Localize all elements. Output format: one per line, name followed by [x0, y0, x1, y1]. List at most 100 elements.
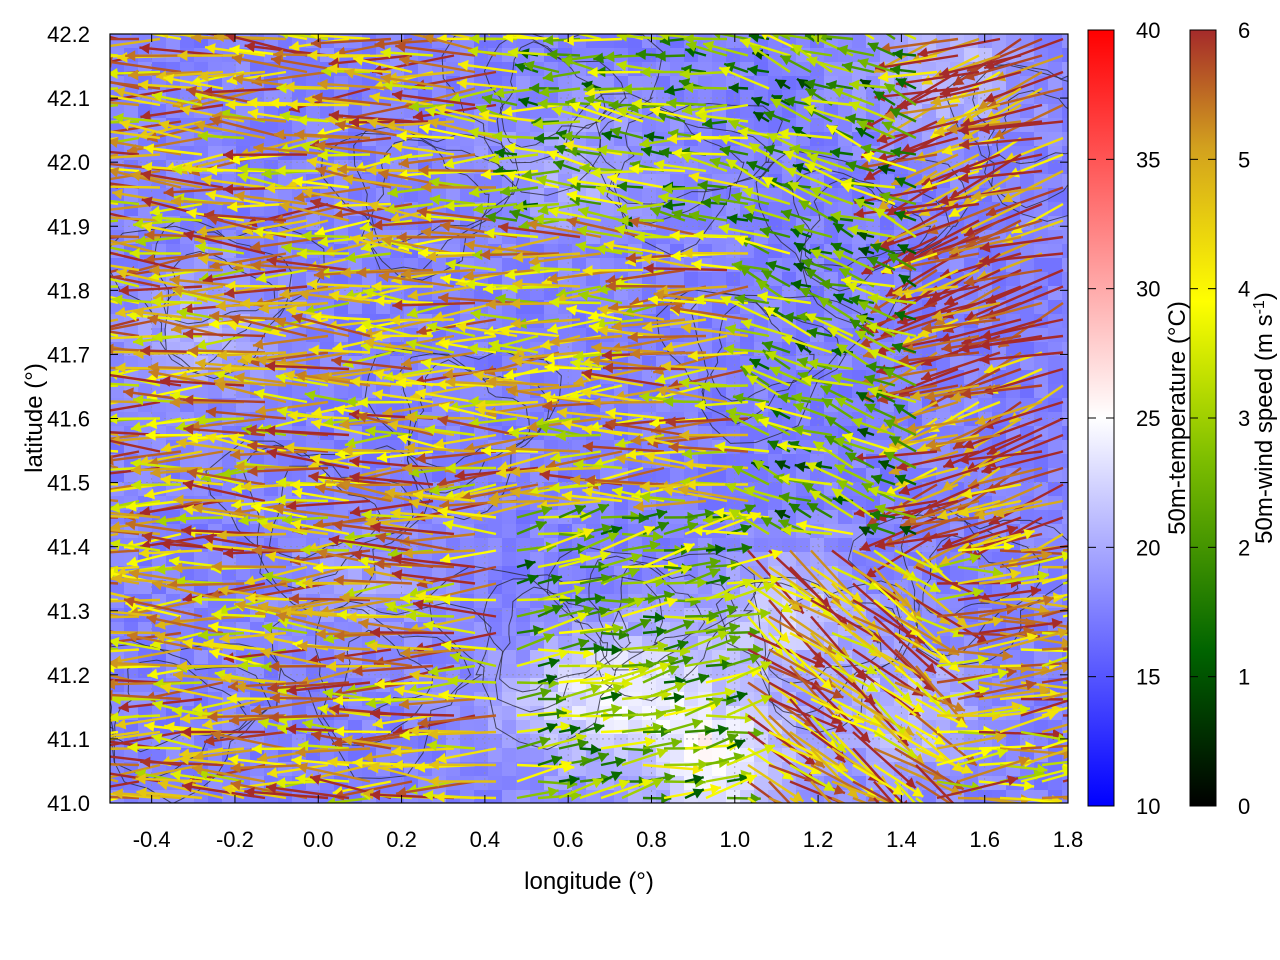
temperature-cell — [1062, 678, 1068, 693]
temperature-cell — [740, 594, 755, 609]
temperature-cell — [460, 538, 475, 553]
temperature-cell — [502, 748, 517, 763]
temperature-cell — [488, 664, 503, 679]
wind-vector-head — [94, 139, 105, 150]
temperature-cell — [698, 90, 713, 105]
temperature-cell — [446, 454, 461, 469]
temperature-cell — [712, 118, 727, 133]
wind-vector-head — [70, 70, 80, 81]
temperature-cell — [824, 132, 839, 147]
temperature-cell — [488, 790, 503, 803]
temperature-cell — [1048, 524, 1063, 539]
temperature-cell — [278, 188, 293, 203]
temperature-cell — [446, 776, 461, 791]
temperature-cell — [516, 118, 531, 133]
wind-vector-head — [867, 21, 878, 31]
temperature-cell — [712, 90, 727, 105]
temperature-cell — [362, 62, 377, 77]
temperature-cell — [502, 524, 517, 539]
temperature-cell — [320, 440, 335, 455]
temperature-cell — [278, 454, 293, 469]
temperature-cell — [768, 62, 783, 77]
temperature-cell — [1062, 174, 1068, 189]
plot-area — [37, 16, 1068, 803]
temperature-cell — [544, 286, 559, 301]
temperature-cell — [460, 594, 475, 609]
temperature-cell — [446, 426, 461, 441]
temperature-cell — [530, 748, 545, 763]
temperature-cell — [138, 706, 153, 721]
wind-vector-shaft — [110, 185, 161, 189]
temperature-cell — [1062, 258, 1068, 273]
temperature-cell — [740, 244, 755, 259]
temperature-cell — [1062, 314, 1068, 329]
temperature-cell — [684, 272, 699, 287]
temperature-cell — [600, 34, 615, 49]
temperature-cell — [796, 538, 811, 553]
temperature-cell — [278, 90, 293, 105]
temperature-cell — [558, 748, 573, 763]
temperature-cell — [222, 566, 237, 581]
temperature-cell — [180, 650, 195, 665]
temperature-cell — [516, 748, 531, 763]
temperature-cell — [516, 286, 531, 301]
temperature-cell — [222, 594, 237, 609]
temperature-cell — [964, 608, 979, 623]
temperature-cell — [628, 692, 643, 707]
wind-vector-head — [85, 176, 96, 187]
wind-vector-head — [58, 191, 69, 202]
temperature-cell — [502, 776, 517, 791]
temperature-cell — [670, 608, 685, 623]
temperature-cell — [1062, 328, 1068, 343]
temperature-cell — [628, 762, 643, 777]
temperature-cell — [1062, 286, 1068, 301]
temperature-cell — [558, 440, 573, 455]
temperature-cell — [250, 160, 265, 175]
temperature-cell — [516, 664, 531, 679]
temperature-cell — [628, 62, 643, 77]
wind-vector-head — [61, 68, 72, 79]
temperature-cell — [348, 566, 363, 581]
temperature-cell — [544, 188, 559, 203]
temperature-cell — [348, 272, 363, 287]
temperature-cell — [208, 454, 223, 469]
temperature-cell — [1062, 272, 1068, 287]
temperature-cell — [1062, 202, 1068, 217]
wind-vector-head — [55, 73, 65, 84]
temperature-cell — [250, 762, 265, 777]
temperature-cell — [502, 678, 517, 693]
temperature-cell — [138, 678, 153, 693]
temperature-cell — [502, 790, 517, 803]
temperature-cell — [292, 664, 307, 679]
temperature-cell — [516, 230, 531, 245]
temperature-cell — [1062, 90, 1068, 105]
temperature-cell — [544, 370, 559, 385]
temperature-cell — [1062, 776, 1068, 791]
temperature-cell — [488, 706, 503, 721]
temperature-cell — [166, 426, 181, 441]
temperature-cell — [180, 762, 195, 777]
temperature-cell — [488, 594, 503, 609]
temperature-cell — [250, 552, 265, 567]
wind-vector-head — [557, 34, 559, 35]
wind-vector-head — [110, 56, 113, 68]
temperature-cell — [1062, 454, 1068, 469]
wind-vector-head — [37, 16, 48, 27]
temperature-cell — [1062, 356, 1068, 371]
temperature-cell — [474, 678, 489, 693]
temperature-cell — [446, 706, 461, 721]
temperature-cell — [1062, 412, 1068, 427]
temperature-cell — [628, 720, 643, 735]
wind-vector-head — [161, 23, 172, 34]
temperature-cell — [558, 524, 573, 539]
temperature-cell — [726, 272, 741, 287]
temperature-cell — [264, 748, 279, 763]
temperature-cell — [516, 496, 531, 511]
temperature-cell — [460, 188, 475, 203]
wind-vector-head — [869, 17, 880, 27]
temperature-cell — [124, 34, 139, 49]
temperature-cell — [488, 552, 503, 567]
temperature-cell — [390, 440, 405, 455]
wind-vector-head — [99, 51, 109, 62]
temperature-cell — [488, 734, 503, 749]
